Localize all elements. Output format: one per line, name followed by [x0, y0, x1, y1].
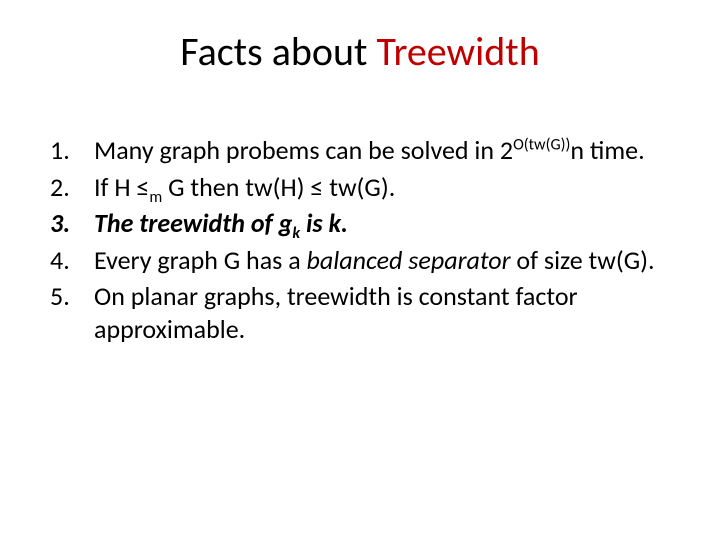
list-item: Every graph G has a balanced separator o… [50, 244, 680, 277]
subscript: k [292, 224, 300, 243]
slide-title: Facts about Treewidth [40, 30, 680, 74]
list-item-content: On planar graphs, treewidth is constant … [94, 280, 680, 345]
list-item: Many graph probems can be solved in 2O(t… [50, 134, 680, 167]
list-item-content: If H ≤m G then tw(H) ≤ tw(G). [94, 171, 680, 204]
text: of size tw(G). [511, 244, 655, 276]
slide: Facts about Treewidth Many graph probems… [0, 0, 720, 540]
italic-text: balanced separator [307, 244, 511, 276]
title-accent: Treewidth [376, 27, 539, 76]
list-item-content: Many graph probems can be solved in 2O(t… [94, 134, 680, 167]
list-item: On planar graphs, treewidth is constant … [50, 280, 680, 345]
superscript: O(tw(G)) [513, 135, 570, 154]
facts-list: Many graph probems can be solved in 2O(t… [40, 134, 680, 345]
text: is k. [300, 207, 348, 239]
list-item-content: The treewidth of gk is k. [94, 207, 680, 240]
list-item: If H ≤m G then tw(H) ≤ tw(G). [50, 171, 680, 204]
text: Every graph G has a [94, 244, 307, 276]
text: On planar graphs, treewidth is constant … [94, 280, 578, 345]
text: G then tw(H) ≤ tw(G). [162, 171, 395, 203]
text: Many graph probems can be solved in 2 [94, 134, 513, 166]
text: If H ≤ [94, 171, 149, 203]
subscript: m [149, 188, 162, 207]
list-item: The treewidth of gk is k. [50, 207, 680, 240]
text: n time. [570, 134, 644, 166]
text: The treewidth of g [94, 207, 292, 239]
list-item-content: Every graph G has a balanced separator o… [94, 244, 680, 277]
title-prefix: Facts about [180, 27, 376, 76]
